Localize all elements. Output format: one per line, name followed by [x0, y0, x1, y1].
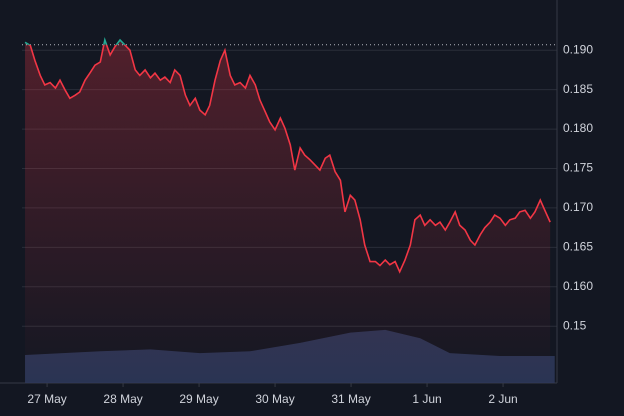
price-line — [27, 44, 551, 274]
y-tick-label: 0.190 — [563, 42, 593, 56]
y-tick-label: 0.185 — [563, 82, 593, 96]
y-tick-label: 0.180 — [563, 121, 593, 135]
x-tick-label: 2 Jun — [488, 392, 517, 406]
y-tick-label: 0.15 — [563, 318, 587, 332]
price-area — [25, 39, 551, 383]
y-tick-label: 0.170 — [563, 200, 593, 214]
y-tick-label: 0.165 — [563, 240, 593, 254]
y-tick-label: 0.175 — [563, 161, 593, 175]
x-tick-label: 28 May — [103, 392, 142, 406]
x-tick-label: 27 May — [27, 392, 66, 406]
y-tick-label: 0.160 — [563, 279, 593, 293]
x-tick-label: 29 May — [179, 392, 218, 406]
x-tick-label: 31 May — [331, 392, 370, 406]
x-tick-label: 1 Jun — [412, 392, 441, 406]
x-tick-label: 30 May — [255, 392, 294, 406]
